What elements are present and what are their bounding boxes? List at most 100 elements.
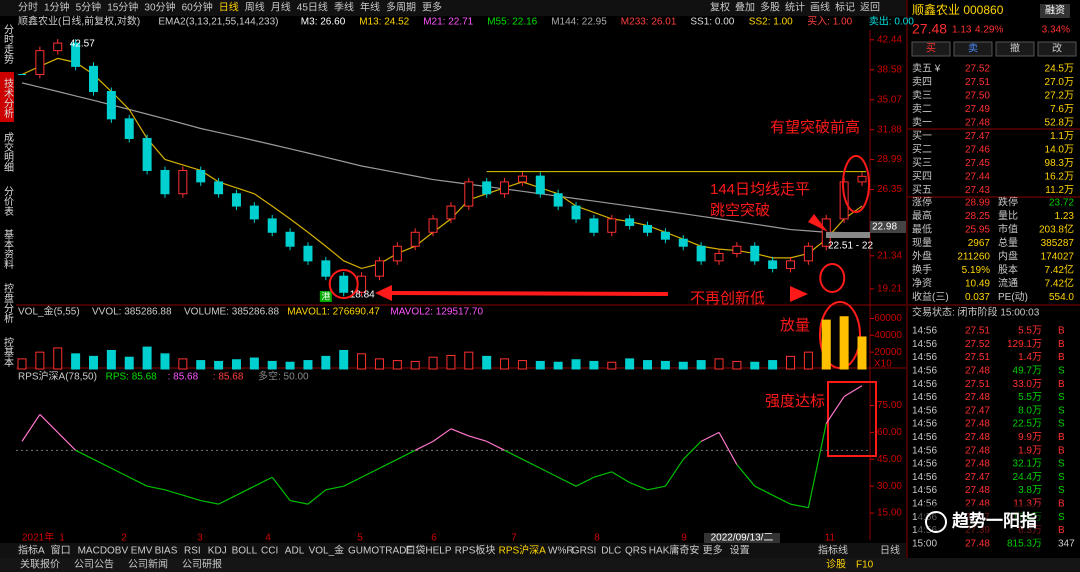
rps-segment	[718, 432, 738, 465]
badge[interactable]: 融资	[1045, 5, 1065, 17]
volume-bar	[803, 351, 813, 370]
high-label: 42.57	[70, 39, 95, 50]
indicator-tab[interactable]: W%R	[548, 546, 574, 557]
indicator-tab[interactable]: DLC	[601, 546, 621, 557]
tab-right[interactable]: 日线	[880, 544, 900, 557]
stat-value: 28.25	[965, 211, 990, 222]
indicator-tab[interactable]: CCI	[261, 546, 278, 557]
trade-button[interactable]	[995, 41, 1035, 57]
trade-button-label[interactable]: 卖	[968, 43, 978, 55]
indicator-tab[interactable]: GRSI	[572, 546, 596, 557]
tool-button[interactable]: 多股	[760, 1, 780, 14]
trade-button-label[interactable]: 撤	[1010, 42, 1020, 55]
book-label: 卖五 ¥	[912, 63, 941, 75]
side-tab[interactable]: 分价表	[2, 186, 14, 217]
side-tab[interactable]: 分时走势	[2, 24, 14, 65]
indicator-tab[interactable]: QRS	[625, 546, 647, 557]
status-link[interactable]: 关联报价	[20, 558, 60, 571]
volume-bar	[160, 353, 170, 370]
period-tab[interactable]: 60分钟	[182, 1, 213, 14]
side-tab[interactable]: 控基本	[2, 336, 14, 368]
indicator-tab[interactable]: 设置	[730, 545, 750, 557]
tool-button[interactable]: 标记	[835, 2, 855, 14]
tab-right[interactable]: 指标线	[818, 544, 848, 557]
stat-value: 7.42亿	[1045, 277, 1074, 290]
indicator-info: M233: 26.01	[621, 17, 677, 28]
tool-button[interactable]: 叠加	[735, 2, 755, 14]
tool-button[interactable]: 返回	[860, 2, 880, 14]
indicator-tab[interactable]: 更多	[703, 544, 723, 557]
period-tab[interactable]: 45日线	[297, 1, 328, 14]
rps-segment	[57, 431, 77, 451]
volume-bar	[482, 355, 492, 370]
side-tab[interactable]: 技术分析	[2, 77, 14, 119]
period-tab[interactable]: 5分钟	[76, 1, 102, 14]
volume-bar	[500, 358, 510, 370]
volume-info: MAVOL2: 129517.70	[390, 307, 483, 318]
side-tab[interactable]: 控盘分析	[2, 282, 14, 324]
indicator-tab[interactable]: HAK庸奇安	[649, 544, 700, 557]
volume-bar	[214, 360, 224, 370]
period-tab[interactable]: 30分钟	[144, 1, 175, 14]
indicator-tab[interactable]: VOL_金	[309, 544, 345, 557]
indicator-tab[interactable]: 口袋HELP	[405, 544, 451, 557]
period-tab[interactable]: 年线	[360, 1, 380, 14]
rps-segment	[647, 485, 666, 491]
trade-side: 347	[1058, 538, 1075, 549]
indicator-tab[interactable]: MACD	[78, 546, 107, 557]
volume-bar	[392, 360, 402, 370]
trade-button-label[interactable]: 买	[926, 43, 936, 55]
indicator-tab[interactable]: RPS沪深A	[499, 544, 547, 557]
book-volume: 16.2万	[1045, 172, 1074, 183]
indicator-tab[interactable]: BIAS	[155, 546, 178, 557]
trade-button[interactable]	[1037, 41, 1077, 57]
indicator-tab[interactable]: RPS板块	[455, 544, 496, 557]
status-link[interactable]: 公司公告	[74, 558, 114, 571]
indicator-tab[interactable]: GUMOTRADE	[348, 546, 413, 557]
tool-button[interactable]: 复权	[710, 1, 730, 14]
status-link[interactable]: 公司研报	[182, 558, 222, 571]
period-tab[interactable]: 周线	[245, 1, 265, 14]
period-tab[interactable]: 多周期	[386, 1, 416, 14]
side-tab[interactable]: 成交明细	[2, 132, 14, 172]
tool-button[interactable]: 画线	[810, 1, 830, 14]
stat-value: 25.95	[965, 225, 990, 236]
candle	[732, 245, 742, 254]
annotation: 强度达标	[765, 393, 825, 410]
trade-price: 27.47	[965, 405, 990, 416]
status-link[interactable]: 公司新闻	[128, 558, 168, 571]
candle	[339, 275, 349, 293]
side-tab[interactable]: 基本资料	[2, 228, 14, 270]
period-tab[interactable]: 月线	[271, 1, 291, 14]
indicator-tab[interactable]: 窗口	[51, 544, 71, 557]
period-tab[interactable]: 季线	[334, 1, 354, 14]
candle	[500, 181, 510, 195]
indicator-tab[interactable]: RSI	[184, 546, 201, 557]
candle	[71, 42, 81, 67]
indicator-tab[interactable]: EMV	[131, 546, 153, 557]
period-tab[interactable]: 1分钟	[44, 1, 70, 14]
status-right[interactable]: F10	[856, 560, 874, 571]
rps-segment	[682, 440, 702, 460]
last-price: 27.48	[912, 21, 947, 37]
period-tab[interactable]: 日线	[219, 1, 239, 14]
indicator-tab[interactable]: 指标A	[18, 544, 45, 557]
period-tab[interactable]: 分时	[18, 2, 38, 14]
period-tab[interactable]: 15分钟	[107, 1, 138, 14]
indicator-tab[interactable]: OBV	[107, 546, 128, 557]
indicator-tab[interactable]: ADL	[285, 546, 305, 557]
trade-button[interactable]	[953, 41, 993, 57]
watermark-icon	[925, 511, 947, 533]
tool-button[interactable]: 统计	[785, 1, 805, 14]
rps-segment	[111, 467, 130, 478]
indicator-tab[interactable]: KDJ	[208, 546, 227, 557]
trade-button-label[interactable]: 改	[1052, 42, 1062, 55]
trade-button[interactable]	[911, 41, 951, 57]
rps-segment	[289, 499, 309, 505]
volume-bar	[303, 360, 313, 370]
status-right[interactable]: 诊股	[826, 558, 846, 571]
indicator-tab[interactable]: BOLL	[232, 546, 258, 557]
volume-bar	[678, 361, 688, 370]
period-tab[interactable]: 更多	[422, 1, 442, 14]
trade-side: B	[1058, 339, 1065, 350]
